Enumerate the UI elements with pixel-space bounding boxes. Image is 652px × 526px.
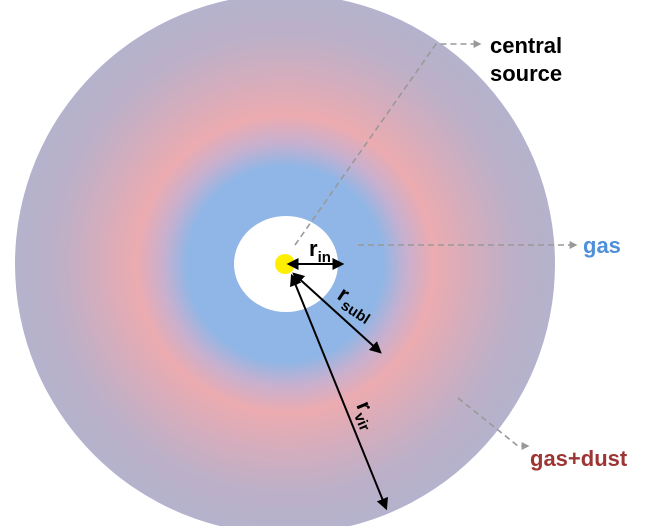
central-source-label-line1: central bbox=[490, 33, 562, 58]
pointer-gas-dust bbox=[457, 397, 530, 450]
r-in-label: rin bbox=[309, 236, 331, 266]
central-source-label-line2: source bbox=[490, 61, 562, 86]
r-vir-arrow bbox=[290, 273, 388, 511]
pointer-central-source bbox=[294, 40, 482, 246]
gas-label: gas bbox=[583, 233, 621, 258]
gas-dust-label: gas+dust bbox=[530, 446, 628, 471]
